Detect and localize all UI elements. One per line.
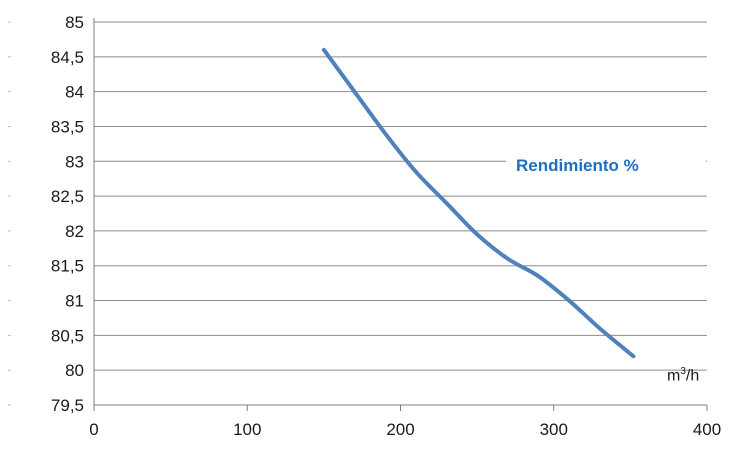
x-tick-label: 0 [89, 420, 98, 439]
y-tick-label: 82 [65, 222, 84, 241]
annotation-background [506, 148, 706, 180]
series-line [321, 47, 636, 359]
y-tick-label: 83,5 [51, 117, 84, 136]
x-tick-label: 400 [693, 420, 721, 439]
x-axis: 0 100 200 300 400 [89, 18, 721, 439]
y-tick-label: 84 [65, 83, 84, 102]
y-axis-tick-labels: 85 84,5 84 83,5 83 82,5 82 81,5 81 80,5 80 79,5 [51, 13, 84, 415]
y-tick-label: 85 [65, 13, 84, 32]
y-tick-label: 80 [65, 361, 84, 380]
x-tick-label: 300 [540, 420, 568, 439]
x-tick-label: 200 [386, 420, 414, 439]
series-annotation: Rendimiento % [516, 156, 639, 175]
gridlines [8, 21, 707, 406]
y-tick-label: 84,5 [51, 48, 84, 67]
y-tick-label: 83 [65, 152, 84, 171]
y-tick-label: 79,5 [51, 396, 84, 415]
y-tick-label: 81 [65, 292, 84, 311]
x-axis-unit-label: m3/h [667, 366, 700, 385]
y-tick-label: 81,5 [51, 257, 84, 276]
plot-area [321, 47, 636, 359]
y-tick-label: 80,5 [51, 326, 84, 345]
x-tick-label: 100 [233, 420, 261, 439]
y-tick-label: 82,5 [51, 187, 84, 206]
